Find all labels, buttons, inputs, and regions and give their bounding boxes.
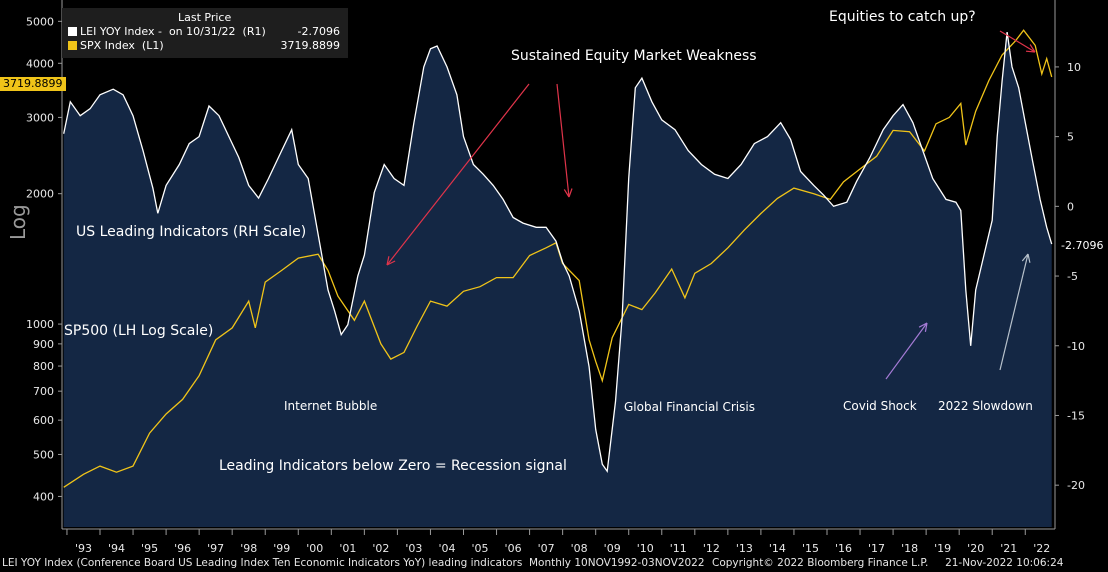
x-tick-label: '21: [1000, 542, 1017, 555]
legend-row-lei: LEI YOY Index - on 10/31/22 (R1) -2.7096: [68, 25, 344, 38]
right-tick-label: 10: [1067, 61, 1081, 74]
arrow-to-2022-spx: [999, 30, 1036, 53]
right-tick-label: -20: [1067, 479, 1085, 492]
x-tick-label: '18: [901, 542, 918, 555]
arrow-to-2008: [556, 83, 573, 198]
annotation-equities-catch-up: Equities to catch up?: [829, 9, 976, 25]
x-tick-label: '99: [273, 542, 290, 555]
left-tick-label: 600: [33, 414, 54, 427]
arrow-to-2022-spx-head: [1025, 44, 1036, 53]
x-tick-label: '01: [339, 542, 356, 555]
x-tick-label: '13: [736, 542, 753, 555]
x-tick-label: '19: [934, 542, 951, 555]
x-tick-label: '03: [405, 542, 422, 555]
x-tick-label: '00: [306, 542, 323, 555]
legend-value-spx: 3719.8899: [280, 39, 341, 52]
x-tick-label: '02: [372, 542, 389, 555]
left-tick-label: 1000: [26, 318, 54, 331]
last-value-tag-spx: 3719.8899: [0, 77, 66, 91]
lei-area-fill: [63, 32, 1052, 527]
footer-copyright: Copyright© 2022 Bloomberg Finance L.P. 2…: [712, 557, 1064, 569]
annotation-lei-rh-scale: US Leading Indicators (RH Scale): [76, 224, 306, 240]
annotation-recession-signal: Leading Indicators below Zero = Recessio…: [219, 458, 567, 474]
arrow-2022-slowdown: [999, 253, 1031, 371]
legend-header: Last Price: [178, 11, 232, 24]
legend-swatch-lei: [68, 27, 77, 36]
x-tick-label: '94: [108, 542, 125, 555]
arrow-covid-shaft: [885, 322, 928, 380]
legend-swatch-spx: [68, 41, 77, 50]
arrow-to-2002-shaft: [386, 83, 530, 266]
left-tick-label: 700: [33, 385, 54, 398]
left-tick-label: 4000: [26, 57, 54, 70]
arrow-to-2002-head: [386, 256, 396, 266]
left-tick-label: 400: [33, 490, 54, 503]
x-tick-label: '17: [868, 542, 885, 555]
left-tick-label: 900: [33, 338, 54, 351]
x-tick-label: '10: [637, 542, 654, 555]
right-tick-label: 5: [1067, 131, 1074, 144]
x-tick-label: '07: [538, 542, 555, 555]
arrow-2022-slowdown-head: [1021, 253, 1031, 263]
arrow-2022-slowdown-shaft: [999, 253, 1029, 371]
legend: Last Price LEI YOY Index - on 10/31/22 (…: [62, 8, 348, 58]
arrow-covid: [885, 322, 928, 380]
x-tick-label: '12: [703, 542, 720, 555]
arrow-to-2022-spx-shaft: [999, 30, 1036, 53]
x-tick-label: '15: [802, 542, 819, 555]
arrow-to-2002: [386, 83, 530, 266]
x-tick-label: '14: [769, 542, 786, 555]
x-tick-label: '95: [141, 542, 158, 555]
legend-value-lei: -2.7096: [297, 25, 340, 38]
annotation-sp500-lh-scale: SP500 (LH Log Scale): [64, 323, 213, 339]
left-axis-label: Log: [6, 204, 30, 240]
lei-series-line: [63, 32, 1053, 473]
annotation-2022-slowdown: 2022 Slowdown: [938, 399, 1033, 413]
x-tick-label: '06: [505, 542, 522, 555]
last-value-tag-lei: -2.7096: [1058, 239, 1107, 253]
x-tick-label: '93: [75, 542, 92, 555]
legend-row-spx: SPX Index (L1) 3719.8899: [68, 39, 344, 52]
x-tick-label: '96: [174, 542, 191, 555]
x-tick-label: '20: [967, 542, 984, 555]
spx-series-line: [63, 29, 1053, 488]
footer-description: LEI YOY Index (Conference Board US Leadi…: [2, 557, 705, 569]
annotation-internet-bubble: Internet Bubble: [284, 399, 377, 413]
right-tick-label: -15: [1067, 409, 1085, 422]
x-tick-label: '22: [1033, 542, 1050, 555]
x-tick-label: '08: [571, 542, 588, 555]
x-tick-label: '05: [472, 542, 489, 555]
x-tick-label: '98: [240, 542, 257, 555]
arrow-covid-head: [918, 322, 928, 333]
arrow-to-2008-head: [563, 188, 573, 198]
arrow-to-2008-shaft: [556, 83, 570, 198]
left-tick-label: 800: [33, 360, 54, 373]
annotation-gfc: Global Financial Crisis: [624, 400, 755, 414]
legend-name-spx: SPX Index (L1): [80, 39, 164, 52]
left-tick-label: 2000: [26, 188, 54, 201]
left-tick-label: 500: [33, 448, 54, 461]
x-tick-label: '16: [835, 542, 852, 555]
left-tick-label: 5000: [26, 15, 54, 28]
annotation-sustained-weakness: Sustained Equity Market Weakness: [511, 48, 757, 64]
right-tick-label: -5: [1067, 270, 1078, 283]
x-tick-label: '09: [604, 542, 621, 555]
annotation-covid-shock: Covid Shock: [843, 399, 917, 413]
x-tick-label: '97: [207, 542, 224, 555]
left-tick-label: 3000: [26, 111, 54, 124]
legend-name-lei: LEI YOY Index - on 10/31/22 (R1): [80, 25, 266, 38]
x-tick-label: '11: [670, 542, 687, 555]
x-tick-label: '04: [438, 542, 455, 555]
right-tick-label: 0: [1067, 200, 1074, 213]
right-tick-label: -10: [1067, 340, 1085, 353]
